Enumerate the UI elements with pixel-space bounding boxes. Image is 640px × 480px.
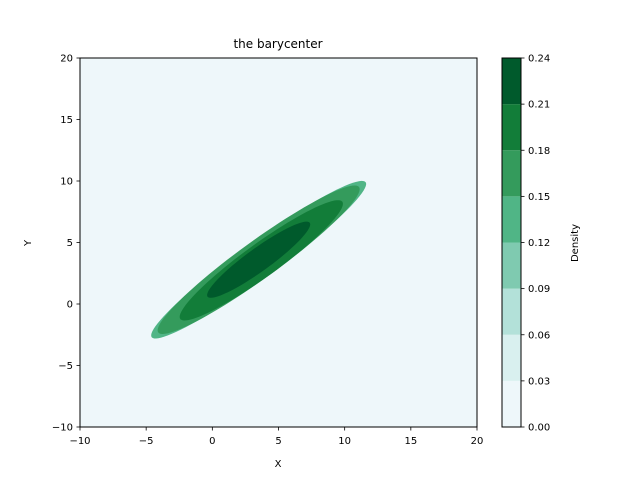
y-tick-label: 0 (67, 300, 73, 311)
colorbar-band (502, 196, 521, 243)
plot-area (79, 57, 478, 428)
y-tick-label: −10 (52, 423, 73, 434)
colorbar-band (502, 150, 521, 197)
colorbar-tick-label: 0.03 (528, 376, 550, 387)
x-tick-label: −10 (69, 436, 90, 447)
colorbar-tick-label: 0.21 (528, 100, 550, 111)
x-tick-label: 15 (404, 436, 417, 447)
x-axis-ticks: −10 −5 0 5 10 15 20 (69, 427, 483, 447)
colorbar-band (502, 104, 521, 151)
colorbar-band (502, 334, 521, 381)
colorbar-tick-label: 0.18 (528, 146, 550, 157)
y-axis-label: Y (23, 239, 34, 247)
y-tick-label: 10 (60, 177, 73, 188)
colorbar-band (502, 380, 521, 427)
chart-title: the barycenter (233, 37, 322, 51)
x-tick-label: −5 (139, 436, 154, 447)
y-axis-ticks: −10 −5 0 5 10 15 20 (52, 54, 80, 434)
x-axis-label: X (275, 459, 282, 470)
x-tick-label: 5 (275, 436, 281, 447)
contour-region-3 (207, 221, 311, 298)
y-tick-label: 5 (67, 238, 73, 249)
x-tick-label: 0 (209, 436, 215, 447)
colorbar-tick-label: 0.24 (528, 54, 550, 65)
colorbar-bands (502, 58, 521, 427)
y-tick-label: −5 (58, 361, 73, 372)
colorbar-tick-label: 0.15 (528, 192, 550, 203)
colorbar-band (502, 58, 521, 105)
colorbar-ticks: 0.00 0.03 0.06 0.09 0.12 0.15 0.18 0.21 0.24 (521, 54, 550, 434)
contour-regions (151, 180, 367, 339)
colorbar: 0.00 0.03 0.06 0.09 0.12 0.15 0.18 0.21 0.24 Den… (501, 54, 581, 434)
colorbar-tick-label: 0.06 (528, 330, 550, 341)
colorbar-band (502, 288, 521, 335)
colorbar-tick-label: 0.12 (528, 238, 550, 249)
colorbar-tick-label: 0.00 (528, 423, 550, 434)
y-tick-label: 20 (60, 54, 73, 65)
colorbar-band (502, 242, 521, 289)
colorbar-label: Density (570, 224, 581, 262)
x-tick-label: 20 (471, 436, 484, 447)
y-tick-label: 15 (60, 115, 73, 126)
colorbar-tick-label: 0.09 (528, 284, 550, 295)
x-tick-label: 10 (338, 436, 351, 447)
